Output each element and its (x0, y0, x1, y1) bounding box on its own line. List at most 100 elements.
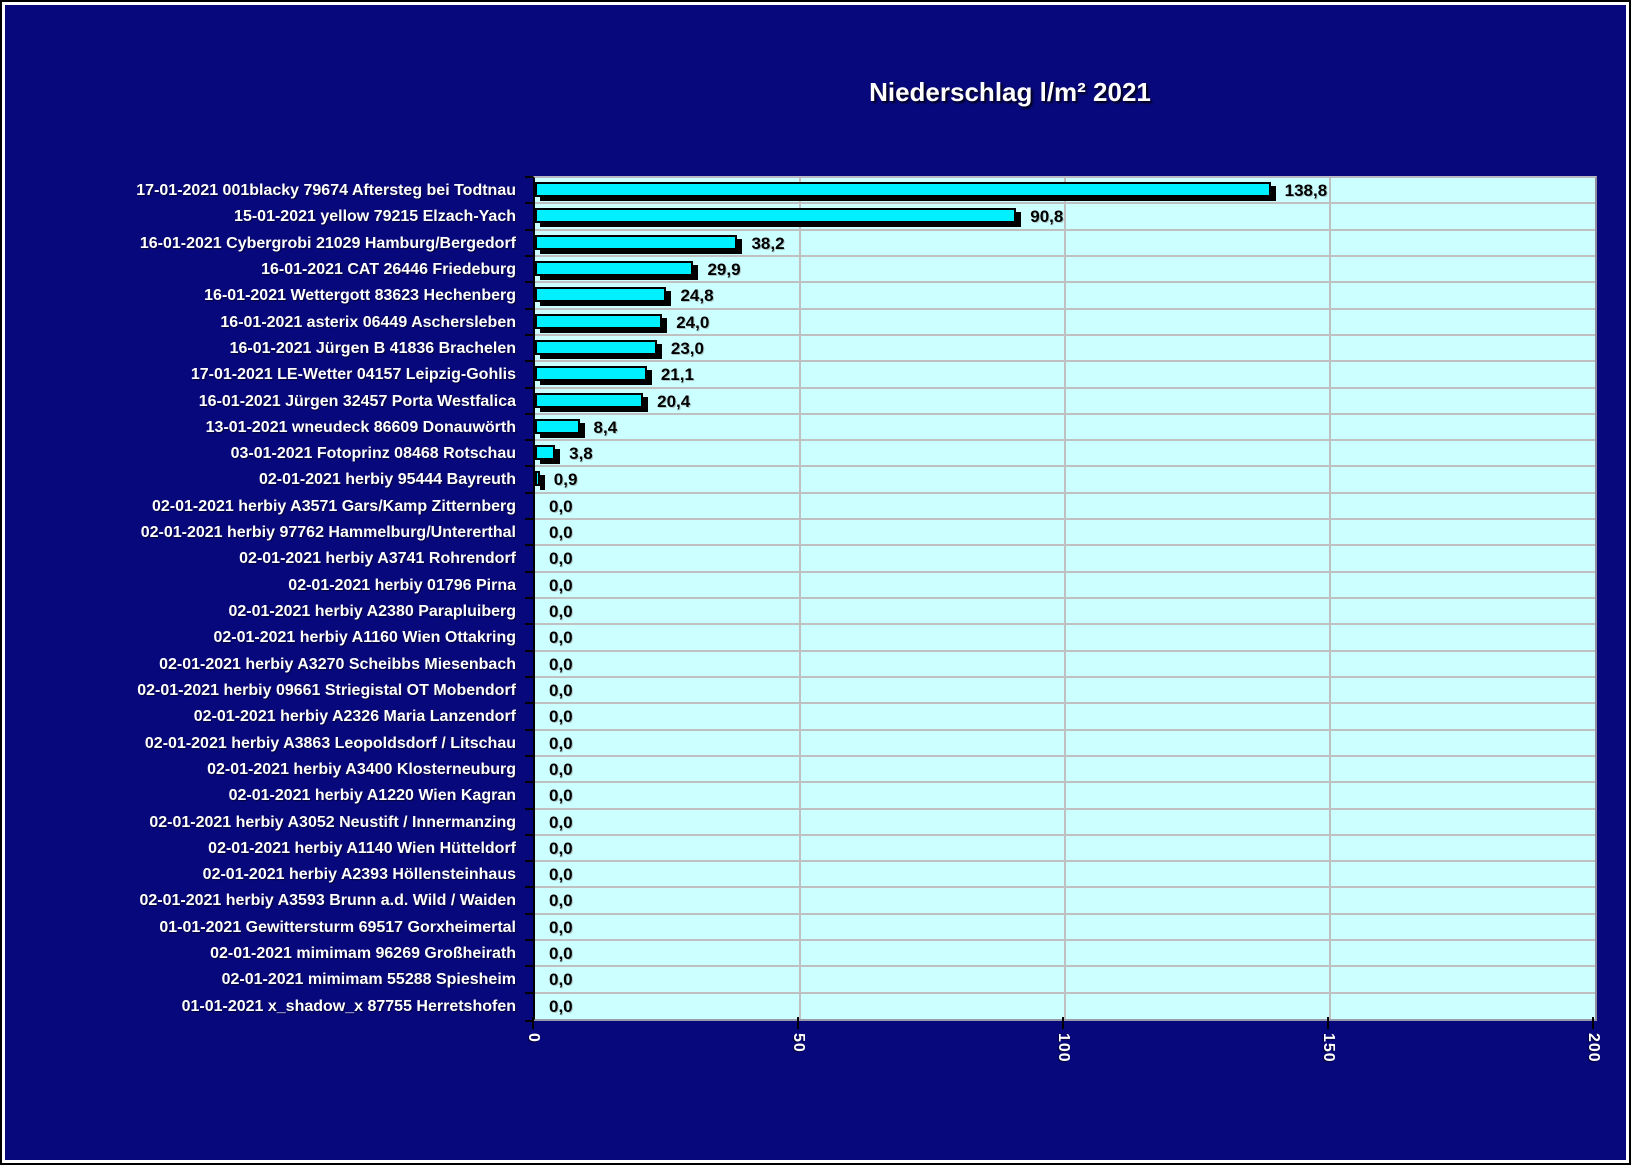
chart-row: 02-01-2021 herbiy A2326 Maria Lanzendorf… (5, 704, 1595, 731)
chart-row: 02-01-2021 mimimam 55288 Spiesheim 0,0 (5, 967, 1595, 995)
x-axis-tick-label: 200 (1585, 1033, 1602, 1063)
x-axis-tick (797, 1017, 799, 1029)
bar-cell: 8,4 (525, 415, 1595, 442)
value-label: 29,9 (707, 259, 741, 279)
chart-row: 03-01-2021 Fotoprinz 08468 Rotschau 3,8 (5, 441, 1595, 468)
bar-cell: 138,8 (525, 175, 1595, 205)
category-label: 02-01-2021 herbiy A1140 Wien Hütteldorf (208, 839, 516, 857)
bar-cell: 24,8 (525, 283, 1595, 310)
category-label: 16-01-2021 CAT 26446 Friedeburg (261, 260, 516, 278)
value-label: 0,9 (553, 470, 578, 490)
chart-row: 17-01-2021 LE-Wetter 04157 Leipzig-Gohli… (5, 362, 1595, 389)
category-label: 01-01-2021 x_shadow_x 87755 Herretshofen (181, 997, 516, 1015)
value-label: 8,4 (593, 417, 618, 437)
bar-cell: 0,0 (525, 967, 1595, 995)
bar (535, 445, 561, 465)
bar-cell: 0,0 (525, 810, 1595, 837)
bar-fill (535, 234, 738, 250)
value-label: 3,8 (569, 444, 593, 464)
bar (535, 339, 662, 359)
bar-cell: 20,4 (525, 389, 1595, 416)
bar-cell: 90,8 (525, 204, 1595, 231)
value-label: 0,0 (549, 575, 573, 595)
category-label: 02-01-2021 herbiy A3741 Rohrendorf (239, 550, 516, 568)
value-label: 0,0 (549, 759, 573, 779)
bar-fill (535, 445, 556, 461)
chart-row: 16-01-2021 CAT 26446 Friedeburg 29,9 (5, 257, 1595, 284)
bar-fill (535, 471, 540, 487)
chart-row: 02-01-2021 herbiy A3863 Leopoldsdorf / L… (5, 731, 1595, 758)
value-label: 0,0 (549, 707, 573, 727)
bar-fill (535, 287, 667, 303)
chart-row: 02-01-2021 herbiy A1220 Wien Kagran 0,0 (5, 783, 1595, 810)
value-label: 0,0 (549, 970, 573, 990)
bar-fill (535, 208, 1017, 224)
value-label: 23,0 (670, 338, 704, 358)
x-axis-tick (1327, 1017, 1329, 1029)
bar-cell: 0,0 (525, 783, 1595, 810)
bar (535, 182, 1276, 201)
chart-row: 02-01-2021 herbiy A3052 Neustift / Inner… (5, 810, 1595, 837)
category-label: 02-01-2021 mimimam 96269 Großheirath (210, 945, 516, 963)
bar-fill (535, 392, 644, 408)
x-axis-tick (1062, 1017, 1064, 1029)
bar (535, 234, 743, 254)
category-label: 02-01-2021 herbiy A3052 Neustift / Inner… (149, 813, 516, 831)
category-label: 15-01-2021 yellow 79215 Elzach-Yach (234, 208, 516, 226)
chart-row: 16-01-2021 Cybergrobi 21029 Hamburg/Berg… (5, 231, 1595, 258)
bar-shadow (540, 475, 545, 491)
chart-title: Niederschlag l/m² 2021 (869, 77, 1151, 107)
value-label: 0,0 (549, 838, 573, 858)
category-label: 02-01-2021 herbiy 01796 Pirna (288, 576, 516, 594)
value-label: 24,0 (676, 312, 710, 332)
chart-row: 02-01-2021 herbiy 01796 Pirna 0,0 (5, 573, 1595, 600)
bar-cell: 0,0 (525, 678, 1595, 705)
bar-fill (535, 260, 694, 276)
chart-row: 02-01-2021 herbiy A1160 Wien Ottakring 0,… (5, 625, 1595, 652)
bar (535, 287, 672, 307)
chart-row: 02-01-2021 herbiy A2380 Parapluiberg 0,0 (5, 599, 1595, 626)
value-label: 0,0 (549, 602, 573, 621)
category-label: 16-01-2021 Wettergott 83623 Hechenberg (204, 287, 516, 305)
bar-cell: 0,0 (525, 546, 1595, 574)
chart-row: 01-01-2021 x_shadow_x 87755 Herretshofen… (5, 994, 1595, 1023)
value-label: 24,8 (680, 286, 714, 306)
value-label: 0,0 (549, 523, 573, 543)
chart-row: 02-01-2021 herbiy A3741 Rohrendorf 0,0 (5, 546, 1595, 574)
category-label: 01-01-2021 Gewittersturm 69517 Gorxheime… (159, 918, 516, 936)
bar-cell: 0,0 (525, 625, 1595, 652)
value-label: 0,0 (549, 496, 573, 516)
value-label: 21,1 (660, 365, 694, 385)
x-axis-tick-label: 150 (1320, 1033, 1337, 1063)
bar (535, 313, 668, 333)
bar-cell: 0,0 (525, 757, 1595, 784)
x-axis-tick-label: 50 (790, 1033, 807, 1053)
value-label: 0,0 (549, 654, 573, 674)
bar-cell: 23,0 (525, 336, 1595, 363)
bar-cell: 0,0 (525, 915, 1595, 942)
category-label: 02-01-2021 herbiy A2326 Maria Lanzendorf (193, 708, 516, 726)
category-label: 02-01-2021 herbiy A3400 Klosterneuburg (207, 760, 516, 778)
chart-row: 02-01-2021 herbiy A3270 Scheibbs Miesenb… (5, 652, 1595, 679)
bar-cell: 0,9 (525, 467, 1595, 495)
category-label: 02-01-2021 herbiy 97762 Hammelburg/Unter… (140, 524, 516, 542)
chart-row: 02-01-2021 herbiy 95444 Bayreuth 0,9 (5, 467, 1595, 495)
chart-canvas: Niederschlag l/m² 2021 17-01-2021 001bla… (5, 5, 1626, 1160)
value-label: 20,4 (657, 391, 691, 411)
category-label: 13-01-2021 wneudeck 86609 Donauwörth (205, 418, 516, 436)
bar-cell: 38,2 (525, 231, 1595, 258)
category-label: 02-01-2021 herbiy A3571 Gars/Kamp Zitter… (151, 497, 516, 515)
bar-cell: 0,0 (525, 862, 1595, 889)
chart-row: 16-01-2021 Jürgen B 41836 Brachelen 23,0 (5, 336, 1595, 363)
category-label: 02-01-2021 herbiy A1160 Wien Ottakring (213, 629, 516, 647)
bar (535, 208, 1022, 228)
chart-row: 16-01-2021 asterix 06449 Aschersleben 24,… (5, 310, 1595, 337)
chart-row: 02-01-2021 herbiy A3400 Klosterneuburg 0,… (5, 757, 1595, 784)
category-label: 02-01-2021 herbiy A1220 Wien Kagran (228, 787, 516, 805)
category-label: 02-01-2021 herbiy A3593 Brunn a.d. Wild … (139, 892, 516, 910)
bar (535, 260, 699, 280)
chart-row: 02-01-2021 herbiy A3593 Brunn a.d. Wild … (5, 888, 1595, 916)
bar-fill (535, 339, 657, 355)
category-label: 16-01-2021 asterix 06449 Aschersleben (220, 313, 516, 331)
